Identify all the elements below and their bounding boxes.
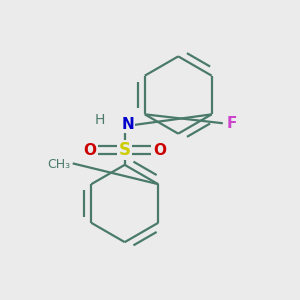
Text: S: S (119, 141, 131, 159)
Text: F: F (226, 116, 237, 131)
Text: CH₃: CH₃ (47, 158, 70, 171)
Text: H: H (94, 113, 105, 127)
Text: O: O (83, 142, 96, 158)
Text: N: N (121, 117, 134, 132)
Text: O: O (153, 142, 166, 158)
